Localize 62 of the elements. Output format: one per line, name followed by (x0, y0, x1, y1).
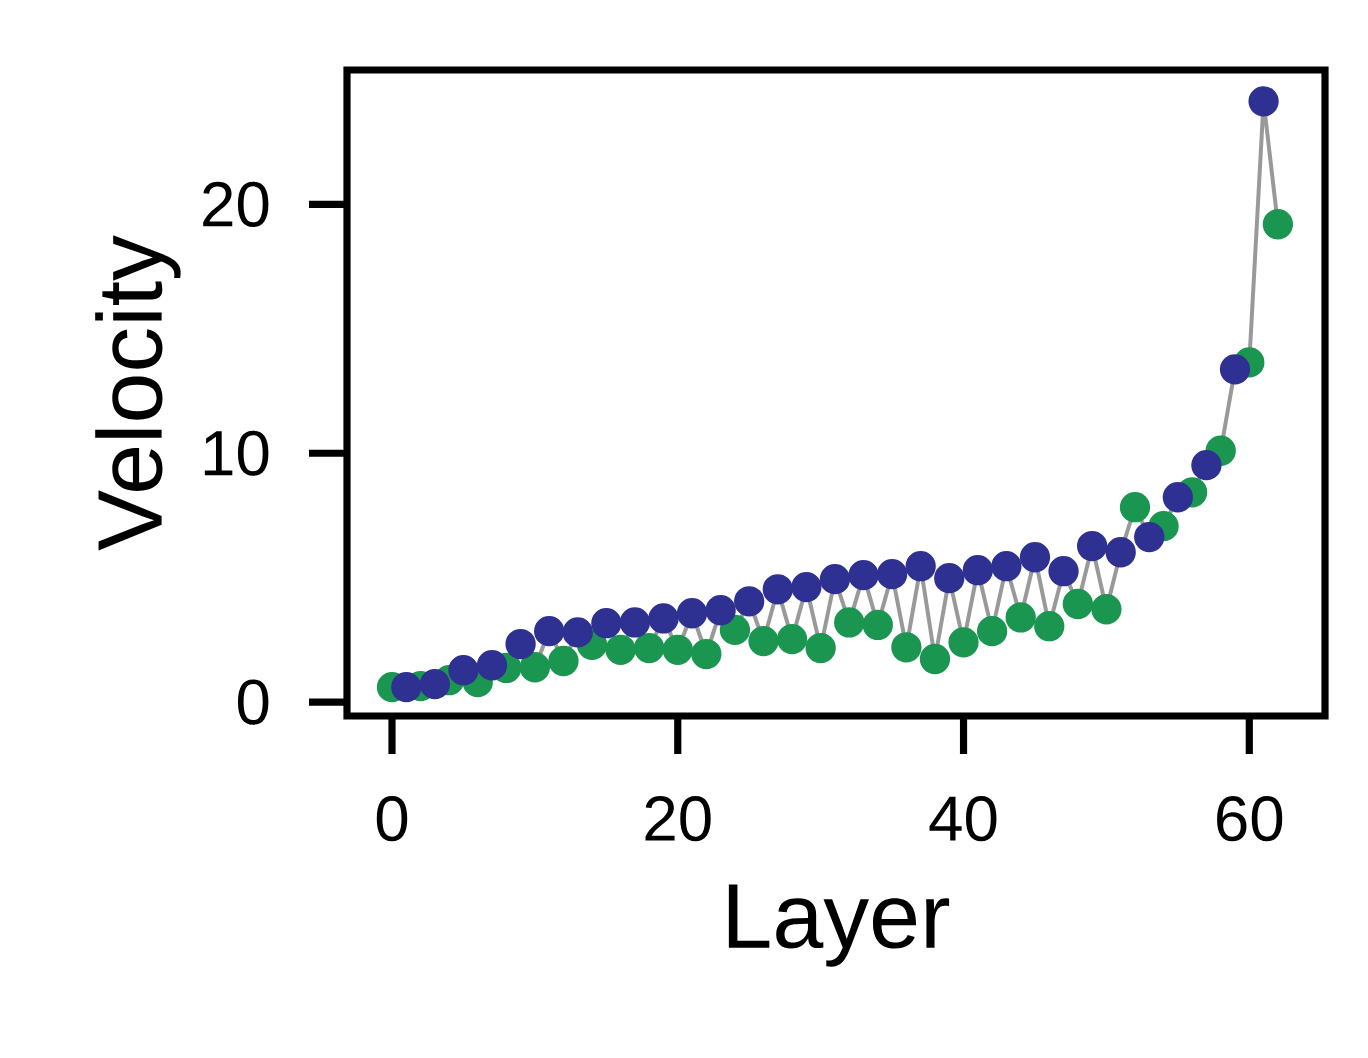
point (819, 563, 851, 595)
point (605, 634, 636, 665)
point (991, 551, 1022, 582)
point (391, 671, 422, 703)
point (1105, 537, 1136, 568)
y-axis-title: Velocity (95, 235, 181, 551)
point (1219, 354, 1251, 385)
point (448, 655, 479, 686)
point (1191, 450, 1222, 481)
x-tick-label: 0 (376, 796, 408, 842)
point (591, 608, 622, 639)
point (1119, 492, 1151, 523)
point (619, 607, 651, 638)
point (1262, 209, 1294, 240)
point (1048, 556, 1079, 587)
point (776, 623, 808, 655)
point (762, 574, 793, 605)
y-tick-label: 0 (237, 679, 269, 725)
point (848, 560, 879, 591)
y-tick-label: 10 (204, 430, 269, 476)
point (1062, 588, 1093, 620)
point (1091, 594, 1122, 625)
point (905, 551, 936, 582)
point (691, 638, 722, 670)
point (1134, 521, 1165, 553)
point (1005, 602, 1036, 633)
point (919, 643, 951, 675)
point (834, 607, 865, 638)
point (962, 555, 993, 586)
point (948, 627, 979, 658)
point (562, 617, 593, 648)
point (676, 598, 708, 629)
point (705, 595, 736, 626)
point (976, 616, 1008, 647)
point (1034, 611, 1065, 642)
point (634, 632, 665, 664)
point (862, 609, 893, 641)
point (1162, 482, 1193, 513)
point (791, 571, 822, 603)
y-tick-label: 20 (203, 181, 269, 227)
point (934, 563, 965, 594)
point (534, 616, 565, 647)
point (419, 669, 451, 700)
point (662, 634, 693, 665)
point (1019, 542, 1051, 573)
point (748, 625, 779, 657)
x-tick-label: 60 (1217, 796, 1283, 842)
point (476, 650, 508, 681)
point (505, 628, 536, 660)
point (891, 632, 922, 663)
point (805, 632, 836, 664)
point (876, 559, 908, 590)
point (1248, 86, 1279, 117)
point (719, 614, 751, 646)
point (519, 652, 551, 683)
x-axis-title: Layer (728, 884, 950, 967)
x-tick-label: 40 (929, 796, 997, 842)
x-tick-label: 20 (645, 796, 711, 842)
point (1076, 530, 1108, 562)
point (548, 645, 579, 677)
point (734, 586, 765, 617)
point (648, 603, 679, 634)
